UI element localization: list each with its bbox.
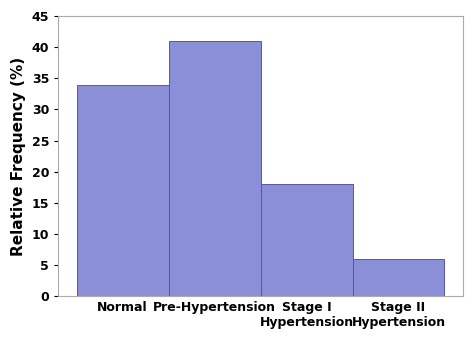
Bar bbox=[77, 85, 169, 296]
Bar bbox=[353, 259, 445, 296]
Bar bbox=[261, 184, 353, 296]
Bar bbox=[169, 41, 261, 296]
Y-axis label: Relative Frequency (%): Relative Frequency (%) bbox=[11, 56, 26, 256]
